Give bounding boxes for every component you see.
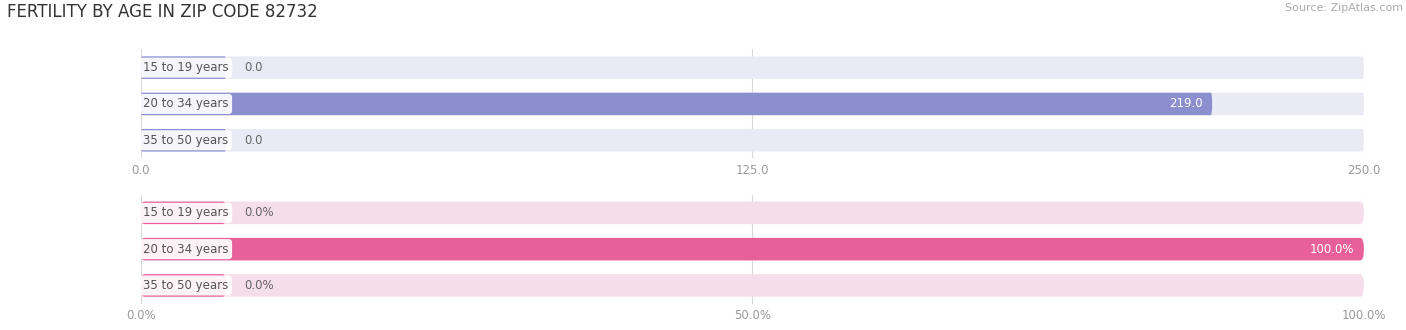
Text: 0.0%: 0.0% (245, 279, 274, 292)
FancyBboxPatch shape (141, 93, 1364, 115)
Text: 0.0: 0.0 (245, 61, 263, 74)
Text: 35 to 50 years: 35 to 50 years (143, 279, 228, 292)
FancyBboxPatch shape (141, 202, 1364, 224)
Text: 15 to 19 years: 15 to 19 years (143, 61, 229, 74)
Text: 20 to 34 years: 20 to 34 years (143, 97, 229, 111)
FancyBboxPatch shape (141, 274, 1364, 297)
FancyBboxPatch shape (141, 56, 1364, 79)
FancyBboxPatch shape (141, 238, 1364, 260)
Text: 20 to 34 years: 20 to 34 years (143, 243, 229, 256)
Text: 15 to 19 years: 15 to 19 years (143, 206, 229, 219)
FancyBboxPatch shape (141, 56, 226, 79)
Text: 0.0%: 0.0% (245, 206, 274, 219)
FancyBboxPatch shape (141, 202, 226, 224)
FancyBboxPatch shape (141, 238, 1364, 260)
Text: Source: ZipAtlas.com: Source: ZipAtlas.com (1285, 3, 1403, 13)
Text: 100.0%: 100.0% (1309, 243, 1354, 256)
FancyBboxPatch shape (141, 274, 226, 297)
FancyBboxPatch shape (141, 129, 226, 151)
Text: FERTILITY BY AGE IN ZIP CODE 82732: FERTILITY BY AGE IN ZIP CODE 82732 (7, 3, 318, 21)
Text: 219.0: 219.0 (1168, 97, 1202, 111)
Text: 0.0: 0.0 (245, 134, 263, 147)
FancyBboxPatch shape (141, 129, 1364, 151)
FancyBboxPatch shape (141, 93, 1212, 115)
Text: 35 to 50 years: 35 to 50 years (143, 134, 228, 147)
